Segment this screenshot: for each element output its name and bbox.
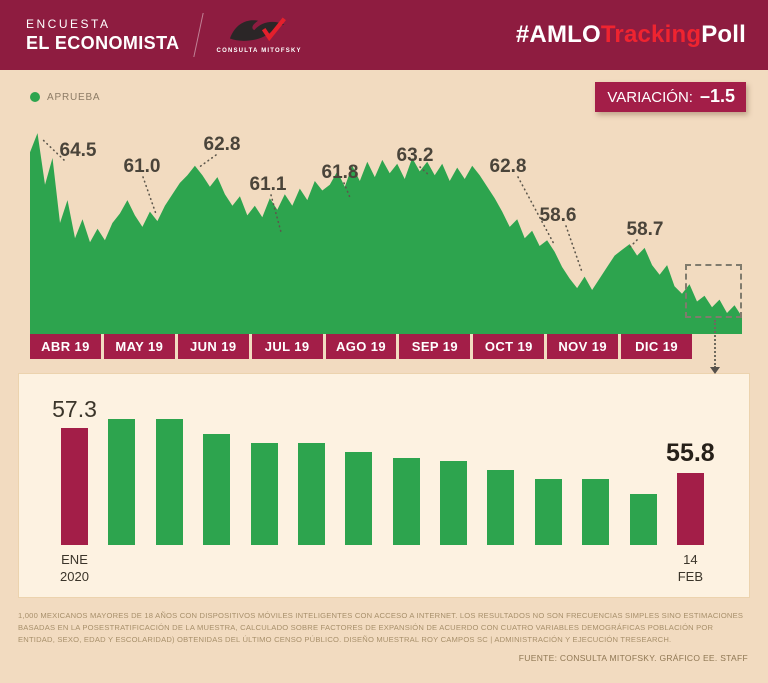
bar-value-label: 57.3 [52,396,97,422]
month-axis: ABR 19 MAY 19 JUN 19 JUL 19 AGO 19 SEP 19 OCT … [30,334,693,359]
bar-period-label: 14 FEB [677,552,704,584]
bar-item [203,434,231,545]
methodology-note: 1,000 MEXICANOS MAYORES DE 18 AÑOS CON D… [18,611,744,644]
annotation-value: 62.8 [490,156,527,177]
hashtag-tracking: Tracking [600,21,702,48]
highlight-dashed-box [685,264,742,318]
month-label: MAY 19 [103,334,175,359]
legend: APRUEBA [30,92,100,103]
annotation-value: 58.7 [627,219,664,240]
approval-bar [250,443,278,545]
header-divider [192,13,204,57]
header-brand: EL ECONOMISTA [26,32,180,53]
legend-label: APRUEBA [47,91,101,103]
connector-dotted-line [714,320,716,368]
bar-item [108,419,136,545]
detail-bar-chart: 57.3 ENE 2020 55.8 14 FEB [52,393,715,584]
approval-bar [108,419,136,545]
amlo-tracking-poll-infographic: ENCUESTA EL ECONOMISTA CONSULTA MITOFSKY… [0,0,768,663]
annotation-leader-line [343,182,352,201]
approval-bar [629,494,657,545]
bar-item [629,494,657,545]
annotation-value: 64.5 [60,140,97,161]
approval-bar [534,479,562,545]
approval-bar [297,443,325,545]
annotation-leader-line [142,176,157,215]
bar-item [297,443,325,545]
header-kicker: ENCUESTA [26,16,111,31]
bar-period-label: ENE 2020 [60,552,89,584]
annotation-leader-line [565,225,583,273]
month-label: JUL 19 [251,334,323,359]
annotation-value: 63.2 [397,145,434,166]
hashtag-amlo: #AMLO [515,21,601,48]
bar-item [487,470,515,545]
month-label: SEP 19 [399,334,471,359]
publisher-brand: ENCUESTA EL ECONOMISTA [26,17,180,54]
variation-value: –1.5 [699,86,735,106]
annotation-value: 62.8 [204,134,241,155]
month-label: NOV 19 [547,334,619,359]
annotation-value: 61.0 [124,156,161,177]
area-chart-svg: 64.5 61.0 62.8 61.1 61.8 63.2 62.8 58.6 58.7 [30,133,742,334]
source-note: FUENTE: CONSULTA MITOFSKY. GRÁFICO EE. S… [518,653,748,664]
approval-bar [392,458,420,545]
month-label: DIC 19 [621,334,693,359]
hashtag-poll: Poll [701,21,746,48]
variation-badge: VARIACIÓN: –1.5 [595,82,746,112]
connector-arrow-icon [710,367,720,374]
bar-item [440,461,467,545]
annotation-leader-line [270,194,282,233]
bar-item [250,443,278,545]
month-label: AGO 19 [325,334,397,359]
bar-item [392,458,420,545]
annotation-value: 61.1 [250,174,287,195]
annotation-leader-line [629,239,638,248]
annotation-leader-line [517,176,555,245]
legend-row: APRUEBA VARIACIÓN: –1.5 [30,82,746,112]
bar-item [582,479,610,545]
highlight-bar [676,473,704,545]
approval-bar [582,479,610,545]
month-label: OCT 19 [473,334,545,359]
approval-bar [345,452,373,545]
bar-item [345,452,373,545]
highlight-bar [61,428,88,545]
annotation-leader-line [40,137,65,161]
footer: 1,000 MEXICANOS MAYORES DE 18 AÑOS CON D… [18,610,748,663]
month-label: JUN 19 [177,334,249,359]
mitofsky-logo-icon [230,17,287,42]
aprueba-swatch-icon [30,92,40,102]
approval-bar [155,419,183,545]
consulta-mitofsky-logo: CONSULTA MITOFSKY [217,16,302,54]
approval-area-chart: 64.5 61.0 62.8 61.1 61.8 63.2 62.8 58.6 58.7 [30,114,742,374]
header: ENCUESTA EL ECONOMISTA CONSULTA MITOFSKY… [0,0,768,70]
approval-area-series [30,133,742,334]
month-label: ABR 19 [30,334,101,359]
approval-bar [203,434,231,545]
bar-item: 55.8 14 FEB [666,439,715,584]
annotation-leader-line [197,154,217,169]
approval-bar [487,470,515,545]
logo-caption: CONSULTA MITOFSKY [216,48,302,54]
variation-label: VARIACIÓN: [607,89,693,106]
annotation-value: 61.8 [322,162,359,183]
bar-item [534,479,562,545]
annotation-value: 58.6 [540,205,577,226]
detail-panel: 57.3 ENE 2020 55.8 14 FEB [18,373,750,598]
hashtag-title: #AMLOTrackingPoll [516,21,746,49]
bar-item: 57.3 ENE 2020 [52,396,97,584]
bar-item [155,419,183,545]
approval-bar [440,461,467,545]
bar-value-label: 55.8 [666,439,715,467]
